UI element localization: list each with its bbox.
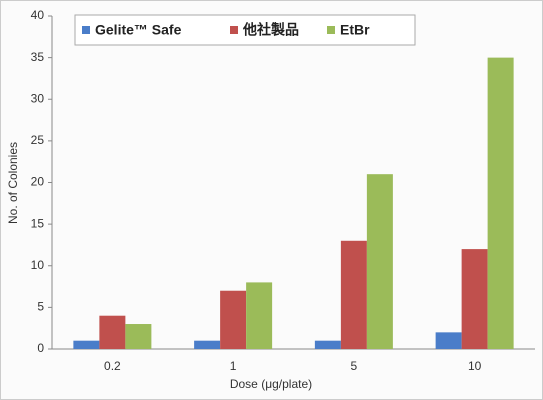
- x-tick-label: 1: [230, 359, 237, 373]
- y-tick-label: 25: [31, 133, 45, 147]
- y-tick-label: 40: [31, 8, 45, 22]
- bar: [340, 240, 367, 349]
- x-axis-label: Dose (μg/plate): [230, 377, 312, 391]
- y-tick-label: 5: [37, 300, 44, 314]
- bar: [366, 174, 393, 349]
- legend-swatch: [230, 26, 238, 34]
- y-tick-label: 0: [37, 341, 44, 355]
- bar: [194, 340, 221, 349]
- y-tick-label: 20: [31, 175, 45, 189]
- y-tick-label: 30: [31, 91, 45, 105]
- x-tick-label: 10: [468, 359, 482, 373]
- legend-label: Gelite™ Safe: [95, 22, 182, 38]
- y-tick-label: 15: [31, 216, 45, 230]
- legend-box: [74, 14, 416, 46]
- x-tick-label: 0.2: [104, 359, 121, 373]
- y-tick-label: 10: [31, 258, 45, 272]
- x-tick-label: 5: [351, 359, 358, 373]
- bar: [73, 340, 100, 349]
- bar: [246, 282, 273, 349]
- bar: [487, 57, 514, 349]
- y-tick-label: 35: [31, 50, 45, 64]
- legend-swatch: [82, 26, 90, 34]
- legend-swatch: [327, 26, 335, 34]
- bar: [435, 332, 462, 349]
- legend-label: 他社製品: [242, 22, 299, 38]
- bar: [99, 315, 126, 349]
- legend-label: EtBr: [340, 22, 370, 38]
- bar: [461, 249, 488, 349]
- bar: [125, 324, 152, 349]
- y-axis-label: No. of Colonies: [6, 142, 20, 224]
- bar: [314, 340, 341, 349]
- bar: [220, 290, 247, 349]
